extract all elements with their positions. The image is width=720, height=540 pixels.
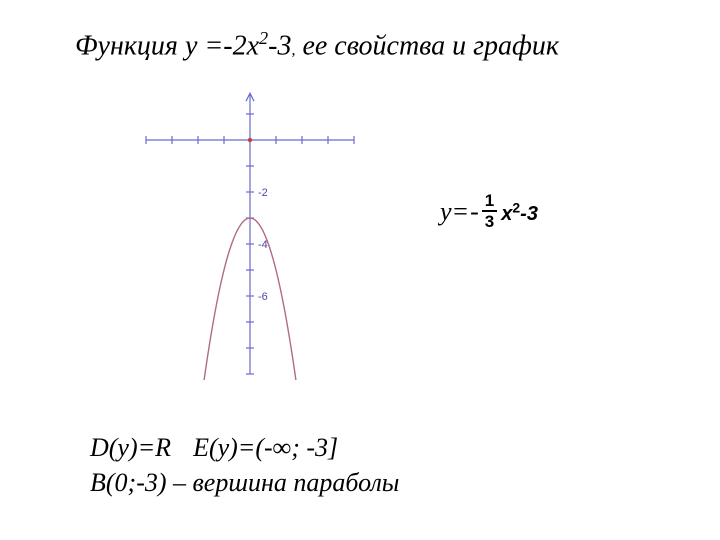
title-prefix: Функция y =-2x <box>75 30 259 61</box>
eq-tail-const: -3 <box>520 203 538 225</box>
eq-tail-var: x <box>501 203 512 225</box>
eq-tail-exp: 2 <box>512 199 520 215</box>
title-exp: 2 <box>259 28 268 48</box>
title-suffix: ее свойства и график <box>295 30 559 61</box>
chart: -2 -4 -6 <box>140 90 360 380</box>
eq-frac-den: 3 <box>482 210 497 230</box>
equation-secondary: y=-13x2-3 <box>440 195 538 233</box>
slide-root: Функция y =-2x2-3, ее свойства и график … <box>0 0 720 540</box>
eq-minus: - <box>470 197 479 226</box>
properties-line-1: D(y)=R E(y)=(-∞; -3] <box>90 430 399 465</box>
svg-text:-4: -4 <box>258 239 268 251</box>
properties-block: D(y)=R E(y)=(-∞; -3] B(0;-3) – вершина па… <box>90 430 399 500</box>
slide-title: Функция y =-2x2-3, ее свойства и график <box>75 28 559 62</box>
eq-lhs: y= <box>440 197 469 226</box>
eq-frac-num: 1 <box>482 192 497 210</box>
properties-line-2: B(0;-3) – вершина параболы <box>90 465 399 500</box>
domain-text: D(y)=R <box>90 433 171 462</box>
svg-text:-2: -2 <box>258 187 268 199</box>
title-mid: -3 <box>268 30 291 61</box>
svg-text:-6: -6 <box>258 291 268 303</box>
eq-tail: x2-3 <box>501 203 538 225</box>
chart-svg: -2 -4 -6 <box>140 90 360 380</box>
range-text: E(y)=(-∞; -3] <box>193 433 338 462</box>
eq-fraction: 13 <box>482 192 497 230</box>
